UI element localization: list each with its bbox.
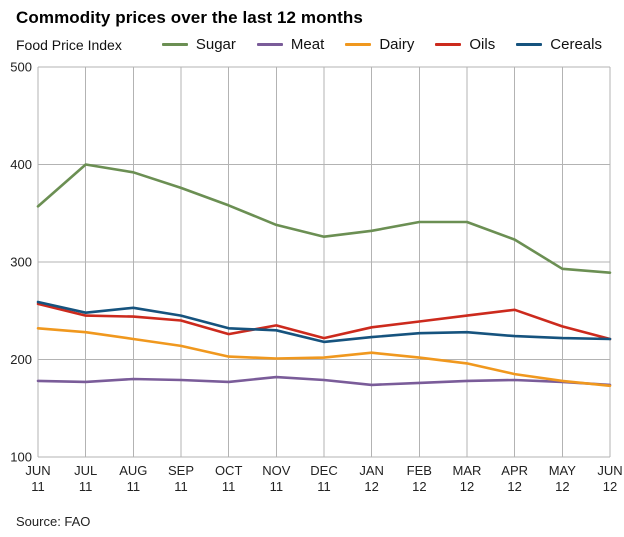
legend-swatch-cereals-icon — [516, 43, 543, 46]
legend-item-sugar: Sugar — [161, 36, 236, 53]
x-tick-label-month: JAN — [359, 463, 384, 478]
series-line-dairy — [36, 326, 612, 388]
legend-label-sugar: Sugar — [195, 36, 236, 53]
series-line-meat — [36, 375, 612, 387]
legend-label-cereals: Cereals — [550, 36, 602, 53]
legend-item-oils: Oils — [435, 36, 495, 53]
y-tick-label: 100 — [10, 450, 32, 465]
legend-swatch-oils-icon — [435, 43, 462, 46]
x-tick-label-month: JUN — [25, 463, 50, 478]
chart-area: JUN 11 JUL 11 AUG 11 SEP 11 OCT 11 NOV 11 DEC 11 JAN 12… — [0, 57, 624, 512]
food-price-index-label: Food Price Index — [16, 36, 122, 53]
x-tick-label-year: 12 — [555, 479, 569, 494]
legend-item-cereals: Cereals — [516, 36, 602, 53]
x-tick-label-month: DEC — [310, 463, 337, 478]
x-tick-label-month: SEP — [168, 463, 194, 478]
x-tick-label-year: 11 — [270, 479, 284, 494]
series-line-sugar — [36, 163, 612, 274]
x-tick-label-month: MAR — [453, 463, 482, 478]
x-tick-label-year: 11 — [31, 479, 45, 494]
series-line-oils — [36, 302, 612, 341]
y-tick-label: 400 — [10, 157, 32, 172]
x-tick-label-month: NOV — [262, 463, 291, 478]
x-tick-label-year: 11 — [317, 479, 331, 494]
legend-swatch-meat-icon — [256, 43, 283, 46]
source-label: Source: FAO — [16, 514, 91, 529]
chart-title: Commodity prices over the last 12 months — [16, 8, 363, 27]
x-tick-label-month: OCT — [215, 463, 243, 478]
series-line-cereals — [36, 300, 612, 344]
x-tick-label-year: 11 — [222, 479, 236, 494]
x-tick-label-year: 12 — [507, 479, 521, 494]
x-tick-label-year: 12 — [603, 479, 617, 494]
x-tick-label-year: 11 — [79, 479, 93, 494]
y-tick-label: 500 — [10, 60, 32, 75]
legend-item-meat: Meat — [256, 36, 325, 53]
x-tick-label-month: AUG — [119, 463, 147, 478]
x-tick-label-year: 12 — [412, 479, 426, 494]
legend-swatch-dairy-icon — [345, 43, 372, 46]
chart-legend: Sugar Meat Dairy Oils Cereals — [161, 36, 610, 53]
x-tick-label-year: 11 — [127, 479, 141, 494]
legend-swatch-sugar-icon — [161, 43, 188, 46]
x-tick-label-year: 12 — [460, 479, 474, 494]
x-tick-label-month: FEB — [407, 463, 432, 478]
commodity-price-line-chart: JUN11JUL11AUG11SEP11OCT11NOV11DEC11JAN12… — [10, 60, 622, 495]
x-tick-label-month: MAY — [549, 463, 577, 478]
legend-label-dairy: Dairy — [379, 36, 415, 53]
x-tick-label-year: 11 — [174, 479, 188, 494]
legend-label-oils: Oils — [469, 36, 496, 53]
subhead-row: Food Price Index Sugar Meat Dairy Oils Cerea… — [0, 30, 624, 53]
x-tick-label-month: APR — [501, 463, 528, 478]
legend-label-meat: Meat — [290, 36, 325, 53]
y-tick-label: 200 — [10, 352, 32, 367]
x-tick-label-year: 12 — [364, 479, 378, 494]
legend-item-dairy: Dairy — [345, 36, 414, 53]
y-tick-label: 300 — [10, 255, 32, 270]
x-tick-label-month: JUN — [597, 463, 622, 478]
x-tick-label-month: JUL — [74, 463, 97, 478]
